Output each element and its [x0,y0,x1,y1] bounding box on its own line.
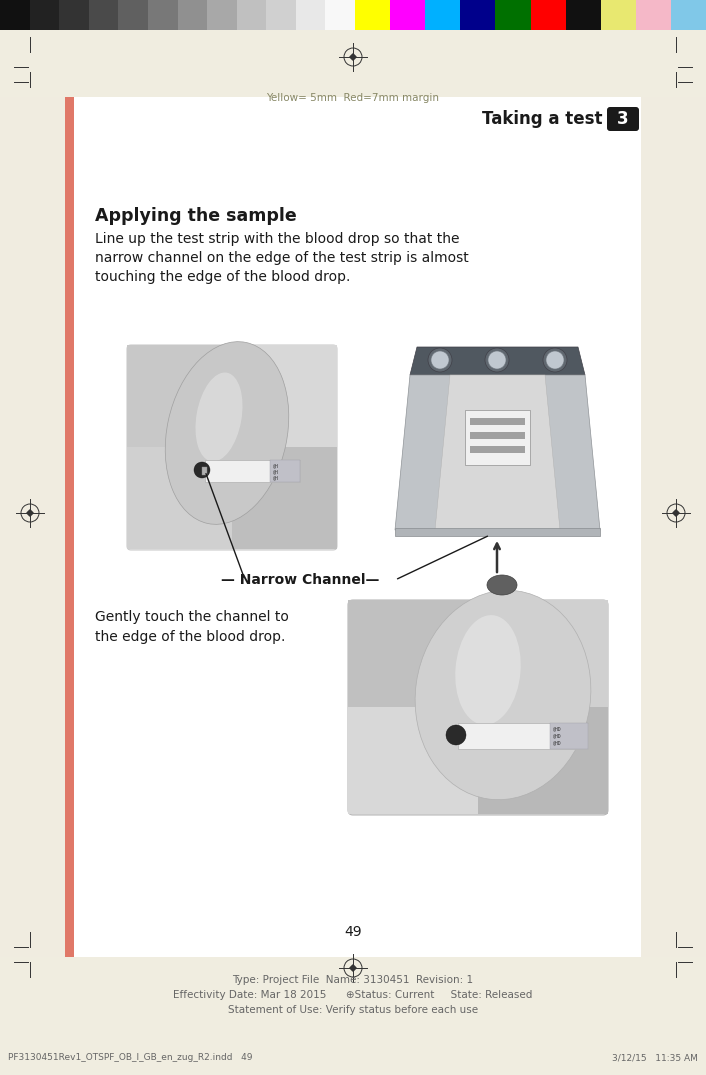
Bar [355,0,390,30]
Polygon shape [435,375,560,530]
Circle shape [488,352,506,369]
Bar [232,345,337,447]
Bar [270,460,300,482]
Text: @HD: @HD [553,733,562,739]
Bar [530,0,566,30]
Text: 49: 49 [345,924,361,938]
Bar [348,707,478,814]
Text: @HD: @HD [553,740,562,745]
FancyBboxPatch shape [127,345,337,550]
Text: Taking a test: Taking a test [481,110,602,128]
FancyBboxPatch shape [348,600,608,815]
Bar [395,528,600,536]
Circle shape [431,352,449,369]
FancyBboxPatch shape [607,108,639,131]
Polygon shape [27,510,33,516]
Circle shape [428,348,452,372]
Bar [478,707,608,814]
Circle shape [194,462,210,478]
Bar [460,0,496,30]
Bar [65,97,74,957]
Text: @H: @H [273,475,279,481]
Bar [30,0,59,30]
Text: Gently touch the channel to: Gently touch the channel to [95,610,289,624]
Bar [425,0,460,30]
Bar [348,600,478,707]
Bar [0,97,65,957]
Bar [671,0,706,30]
Bar [119,0,148,30]
Text: narrow channel on the edge of the test strip is almost: narrow channel on the edge of the test s… [95,250,469,266]
Bar [232,447,337,549]
Circle shape [485,348,509,372]
Circle shape [546,352,564,369]
Bar [470,446,525,453]
Bar [470,432,525,439]
Text: PF3130451Rev1_OTSPF_OB_I_GB_en_zug_R2.indd   49: PF3130451Rev1_OTSPF_OB_I_GB_en_zug_R2.in… [8,1054,253,1062]
Text: 3: 3 [617,110,629,128]
Bar [148,0,177,30]
Bar [237,0,266,30]
Text: — Narrow Channel—: — Narrow Channel— [221,573,379,587]
Text: @H: @H [273,469,279,474]
Polygon shape [350,965,356,971]
Bar [296,0,325,30]
Polygon shape [410,347,585,375]
Bar [390,0,425,30]
Bar [465,410,530,465]
Bar [59,0,89,30]
Text: Statement of Use: Verify status before each use: Statement of Use: Verify status before e… [228,1005,478,1015]
Ellipse shape [165,342,289,525]
Bar [641,97,706,957]
Bar [205,460,300,482]
Text: Yellow= 5mm  Red=7mm margin: Yellow= 5mm Red=7mm margin [266,94,440,103]
Bar [127,447,232,549]
Bar [89,0,119,30]
Text: touching the edge of the blood drop.: touching the edge of the blood drop. [95,270,350,284]
Ellipse shape [196,373,242,461]
Text: Line up the test strip with the blood drop so that the: Line up the test strip with the blood dr… [95,232,460,246]
Text: @H: @H [273,463,279,468]
Bar [636,0,671,30]
Circle shape [446,725,466,745]
Polygon shape [673,510,679,516]
Bar [207,0,237,30]
Bar [566,0,601,30]
Bar [65,97,641,957]
Text: 3/12/15   11:35 AM: 3/12/15 11:35 AM [612,1054,698,1062]
Text: the edge of the blood drop.: the edge of the blood drop. [95,630,285,644]
Polygon shape [395,375,600,530]
Bar [177,0,207,30]
Ellipse shape [415,590,591,800]
Ellipse shape [455,615,521,725]
Text: Applying the sample: Applying the sample [95,207,297,225]
Bar [550,723,588,749]
Polygon shape [350,54,356,60]
Ellipse shape [487,575,517,594]
Bar [470,418,525,425]
Bar [496,0,530,30]
Text: @HD: @HD [553,726,562,731]
Bar [478,600,608,707]
Circle shape [543,348,567,372]
Text: Effectivity Date: Mar 18 2015      ⊕Status: Current     State: Released: Effectivity Date: Mar 18 2015 ⊕Status: C… [173,990,533,1000]
Bar [458,723,588,749]
Bar [266,0,296,30]
Bar [202,467,207,475]
Text: Type: Project File  Name: 3130451  Revision: 1: Type: Project File Name: 3130451 Revisio… [232,975,474,985]
Bar [325,0,355,30]
Bar [127,345,232,447]
Bar [601,0,636,30]
Bar [0,0,30,30]
